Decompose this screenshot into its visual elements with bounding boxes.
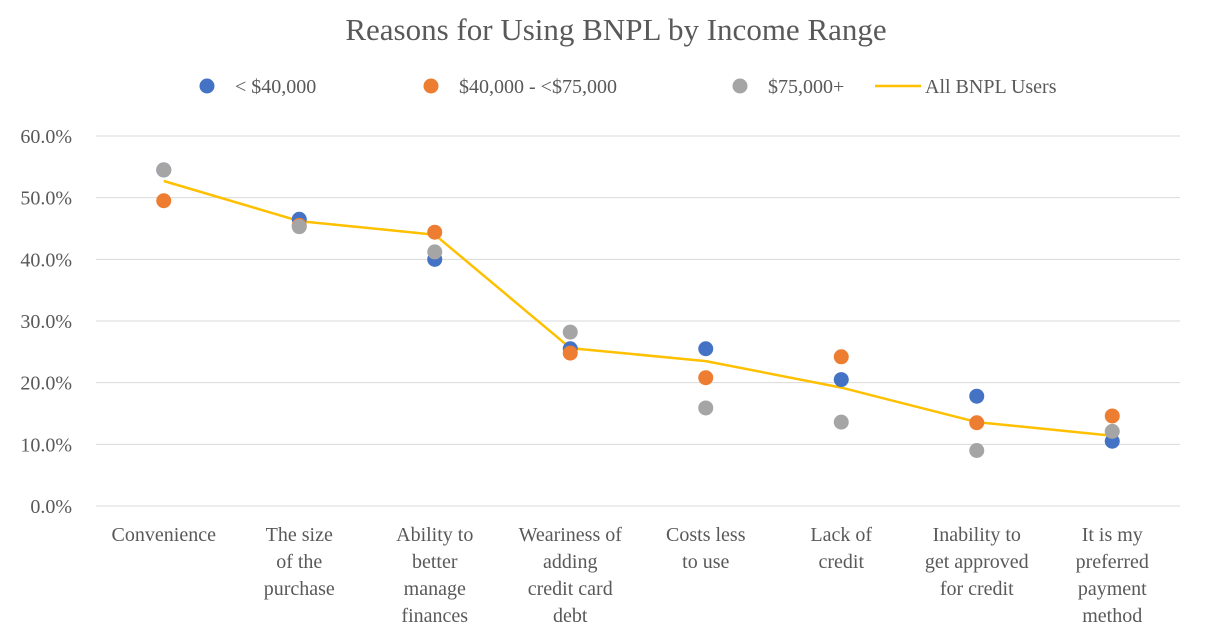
legend-item: $40,000 - <$75,000 (423, 76, 617, 98)
data-point (833, 414, 849, 430)
data-point (969, 443, 985, 458)
y-tick-label: 30.0% (20, 311, 72, 333)
data-point (427, 244, 443, 260)
data-point (1104, 408, 1120, 424)
series-1-markers (156, 162, 1120, 449)
data-point (1104, 423, 1120, 439)
data-point (698, 370, 714, 386)
data-point (833, 372, 849, 388)
x-axis: Convenience The size of the purchase Ability… (112, 524, 1149, 627)
chart-title: Reasons for Using BNPL by Income Range (345, 12, 886, 47)
x-category-label: Ability to better manage finances (396, 524, 473, 627)
series-line-all-bnpl-users (163, 179, 1113, 437)
data-point (562, 345, 578, 361)
series-3-markers (156, 162, 1120, 458)
data-point (156, 193, 172, 209)
y-tick-label: 20.0% (20, 373, 72, 395)
data-point (698, 400, 714, 416)
x-category-label: Convenience (112, 524, 217, 546)
data-point (833, 349, 849, 365)
legend-item: All BNPL Users (875, 76, 1057, 98)
data-point (427, 224, 443, 240)
legend-marker (423, 78, 439, 94)
data-point (156, 162, 172, 178)
data-point (969, 388, 985, 404)
x-category-label: The size of the purchase (264, 524, 335, 600)
x-category-label: Costs less to use (666, 524, 746, 573)
x-category-label: Lack of credit (810, 524, 872, 573)
legend-item: $75,000+ (732, 76, 844, 98)
legend-marker (199, 78, 215, 94)
x-category-label: Inability to get approved for credit (925, 524, 1029, 600)
y-axis: 0.0% 10.0% 20.0% 30.0% 40.0% 50.0% 60.0% (20, 126, 72, 518)
y-tick-label: 10.0% (20, 434, 72, 456)
y-tick-label: 60.0% (20, 126, 72, 148)
y-tick-label: 0.0% (30, 496, 72, 518)
legend-label: All BNPL Users (925, 76, 1057, 98)
x-category-label: Weariness of adding credit card debt (519, 524, 623, 627)
data-point (562, 324, 578, 340)
y-tick-label: 40.0% (20, 249, 72, 271)
legend-marker (732, 78, 748, 94)
series-2-markers (156, 193, 1120, 431)
x-category-label: It is my preferred payment method (1076, 524, 1149, 627)
legend-item: < $40,000 (199, 76, 316, 98)
data-point (291, 219, 307, 235)
legend-label: < $40,000 (235, 76, 316, 98)
legend-label: $40,000 - <$75,000 (459, 76, 617, 98)
y-tick-label: 50.0% (20, 188, 72, 210)
legend: < $40,000 $40,000 - <$75,000 $75,000+ All B… (199, 76, 1057, 98)
plot-area (156, 162, 1120, 458)
gridlines (96, 135, 1180, 507)
data-point (698, 341, 714, 357)
data-point (969, 415, 985, 431)
legend-label: $75,000+ (768, 76, 844, 98)
